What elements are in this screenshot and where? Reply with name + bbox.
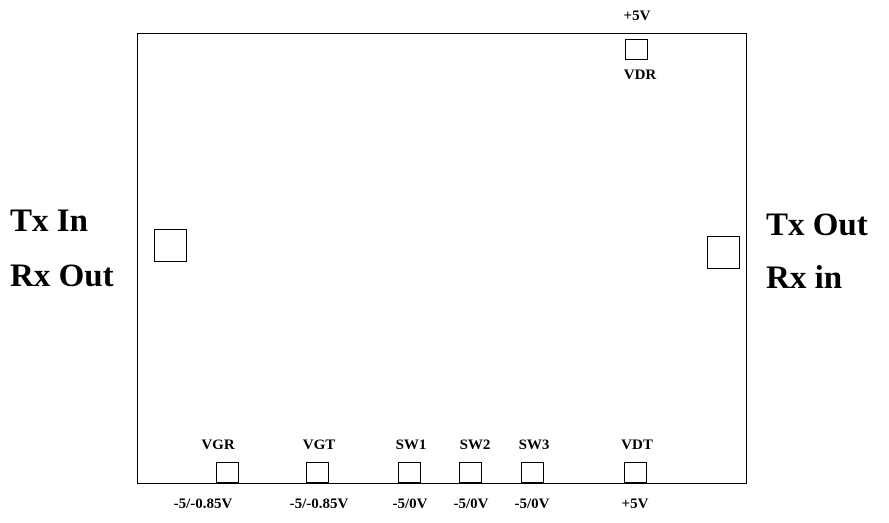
sw2-voltage-label: -5/0V <box>453 496 489 512</box>
left-rf-pad <box>154 229 187 262</box>
sw1-name-label: SW1 <box>395 437 427 453</box>
vdt-name-label: VDT <box>621 437 653 453</box>
sw2-pad <box>459 462 482 483</box>
vdt-voltage-label: +5V <box>621 496 649 512</box>
vgt-name-label: VGT <box>302 437 336 453</box>
vgr-name-label: VGR <box>201 437 235 453</box>
left-port-label-2: Rx Out <box>10 258 114 294</box>
sw3-pad <box>521 462 544 483</box>
sw1-voltage-label: -5/0V <box>392 496 428 512</box>
sw3-voltage-label: -5/0V <box>514 496 550 512</box>
vgt-pad <box>306 462 329 483</box>
vdr-voltage-label: +5V <box>623 8 651 24</box>
chip-outline <box>137 33 747 484</box>
right-rf-pad <box>707 236 740 269</box>
sw2-name-label: SW2 <box>459 437 491 453</box>
sw1-pad <box>398 462 421 483</box>
vdr-pad <box>625 39 648 60</box>
vgr-voltage-label: -5/-0.85V <box>173 496 233 512</box>
vdr-name-label: VDR <box>623 67 657 83</box>
vdt-pad <box>624 462 647 483</box>
sw3-name-label: SW3 <box>518 437 550 453</box>
right-port-label-1: Tx Out <box>766 207 868 243</box>
left-port-label-1: Tx In <box>10 203 88 239</box>
right-port-label-2: Rx in <box>766 260 843 296</box>
vgt-voltage-label: -5/-0.85V <box>289 496 349 512</box>
vgr-pad <box>216 462 239 483</box>
